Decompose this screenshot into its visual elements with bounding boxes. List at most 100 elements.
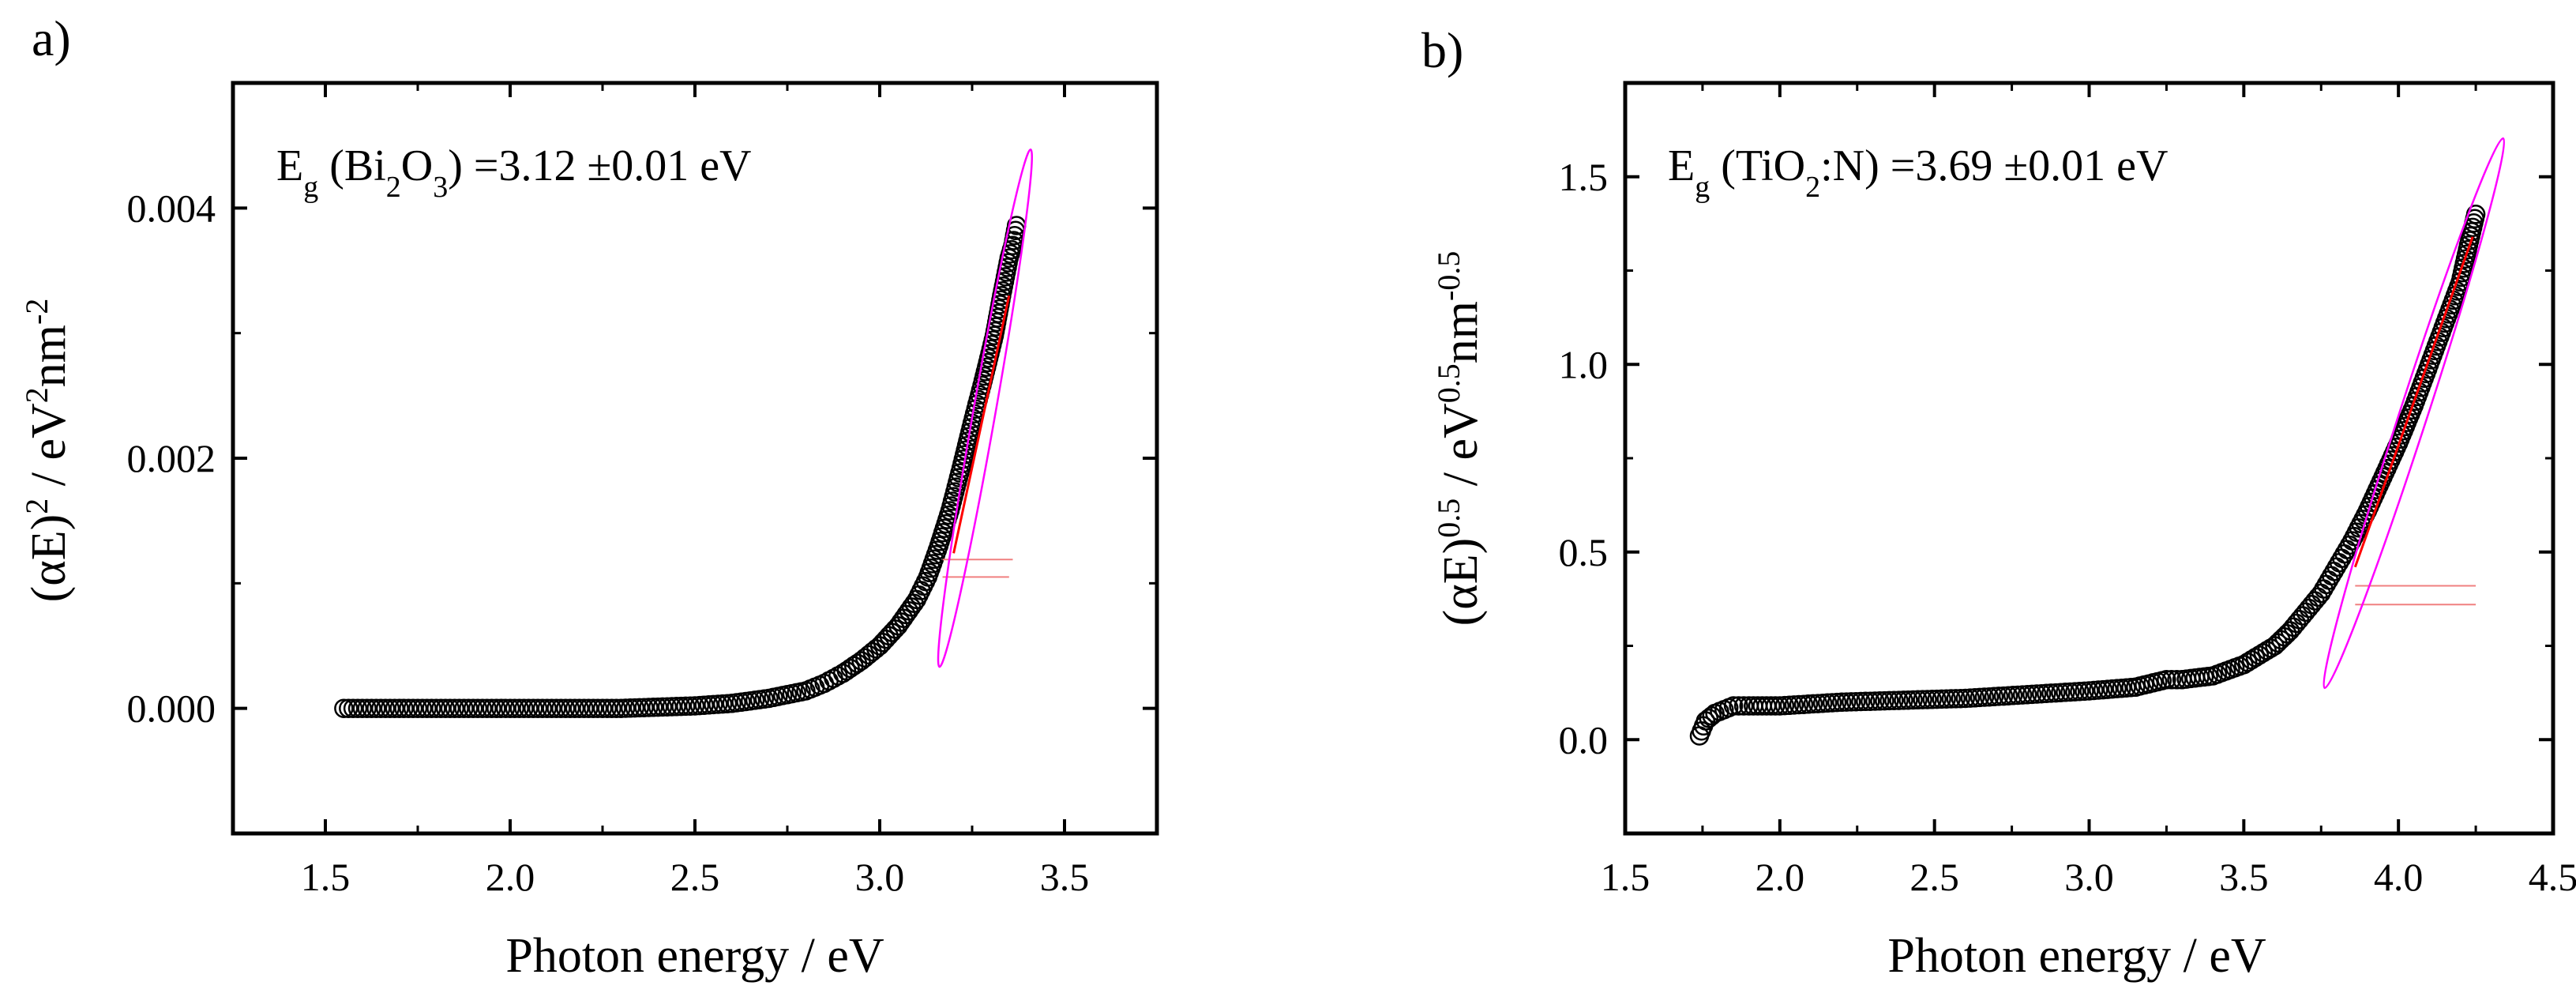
data-point-b [1865, 691, 1885, 711]
data-point-b [1936, 689, 1956, 709]
data-point-a [403, 698, 423, 718]
y-tick-label-b: 1.5 [1559, 155, 1609, 199]
data-point-a [417, 698, 437, 718]
data-point-a [592, 698, 613, 718]
data-point-a [477, 698, 497, 718]
plot-area-b: 1.5 2.0 2.5 3.0 3.5 4.0 4.5 0.0 0.5 1.0 1.5 [1559, 81, 2576, 899]
data-point-a [445, 698, 465, 718]
x-tick-label-a: 2.5 [670, 855, 720, 899]
data-point-a [412, 698, 433, 718]
bandgap-annotation-a: Eg (Bi2O3) =3.12 ±0.01 eV [276, 141, 752, 204]
data-point-a [459, 698, 479, 718]
data-point-b [1917, 690, 1937, 709]
data-point-a [579, 698, 599, 718]
data-point-a [385, 698, 405, 718]
data-point-a [606, 698, 626, 718]
data-point-a [343, 698, 363, 718]
y-tick-label-a: 0.004 [127, 186, 216, 230]
data-point-b [1974, 687, 1995, 707]
panel-b: b) 1.5 2.0 2.5 3.0 3.5 4.0 4.5 0.0 0.5 1.0 1.5 Pho… [1421, 22, 2576, 983]
data-point-b [1841, 692, 1861, 712]
data-point-a [407, 698, 428, 718]
data-point-b [1803, 694, 1823, 714]
data-point-b [1831, 692, 1852, 713]
data-point-a [519, 698, 539, 718]
data-point-a [597, 698, 618, 718]
x-tick-label-a: 3.5 [1040, 855, 1090, 899]
data-point-a [629, 698, 650, 718]
data-point-a [422, 698, 441, 718]
data-point-b [1884, 690, 1904, 710]
data-point-b [1941, 689, 1962, 709]
y-tick-label-b: 1.0 [1559, 342, 1609, 386]
data-point-a [528, 698, 548, 718]
data-point-a [362, 698, 381, 718]
data-point-b [1960, 688, 1981, 708]
panel-b-label: b) [1421, 22, 1463, 78]
data-point-a [565, 698, 585, 718]
data-point-a [472, 698, 493, 718]
data-point-a [560, 698, 580, 718]
data-point-a [667, 697, 686, 717]
x-tick-label-b: 4.0 [2374, 855, 2424, 899]
data-point-b [1789, 694, 1809, 715]
data-point-b [1761, 696, 1781, 716]
data-point-a [509, 698, 529, 718]
data-point-b [1927, 689, 1947, 709]
bandgap-annotation-b: Eg (TiO2:N) =3.69 ±0.01 eV [1668, 141, 2168, 204]
y-tick-label-b: 0.5 [1559, 530, 1609, 574]
x-tick-label-b: 3.5 [2219, 855, 2269, 899]
data-point-b [1861, 691, 1880, 711]
data-point-a [505, 698, 525, 718]
data-point-b [1951, 688, 1971, 709]
data-point-b [2465, 205, 2486, 224]
data-point-a [866, 639, 886, 659]
data-point-a [468, 698, 488, 718]
data-point-a [440, 698, 460, 718]
data-point-a [676, 696, 696, 717]
data-point-a [370, 698, 391, 718]
data-point-a [574, 698, 594, 718]
data-point-a [602, 698, 621, 718]
data-point-b [1879, 690, 1899, 711]
data-point-a [380, 698, 400, 718]
x-tick-label-a: 2.0 [486, 855, 535, 899]
data-point-a [524, 698, 543, 718]
data-point-a [366, 698, 386, 718]
data-point-a [482, 698, 501, 718]
data-point-b [2056, 683, 2075, 702]
data-point-a [449, 698, 469, 718]
plot-area-a: 1.5 2.0 2.5 3.0 3.5 0.000 0.002 0.004 [127, 81, 1159, 899]
x-tick-label-b: 3.0 [2064, 855, 2114, 899]
data-point-b [1729, 696, 1748, 716]
data-point-b [1894, 690, 1913, 710]
data-point-b [2157, 670, 2176, 690]
data-point-b [1774, 695, 1795, 716]
data-point-b [2070, 681, 2090, 702]
x-tick-label-a: 1.5 [301, 855, 351, 899]
data-point-a [339, 698, 359, 718]
panel-a: a) 1.5 2.0 2.5 3.0 3.5 0.000 0.002 0.004 Photon… [19, 10, 1159, 983]
data-point-a [426, 698, 446, 718]
x-tick-label-b: 2.5 [1909, 855, 1959, 899]
x-tick-label-b: 4.5 [2529, 855, 2576, 899]
data-point-a [357, 698, 377, 718]
data-point-b [2012, 685, 2033, 705]
fit-line-b [2353, 236, 2474, 568]
data-point-b [1903, 690, 1923, 710]
data-point-a [532, 698, 553, 718]
data-point-a [394, 698, 414, 718]
y-tick-label-a: 0.002 [127, 436, 216, 480]
data-point-b [1699, 709, 1719, 728]
data-point-b [2026, 684, 2047, 704]
data-point-a [625, 698, 645, 718]
plot-frame-a [231, 81, 1159, 836]
data-point-a [435, 698, 456, 718]
data-point-b [1922, 690, 1942, 709]
data-point-b [1932, 689, 1951, 709]
data-point-b [1733, 696, 1754, 716]
data-point-b [1851, 691, 1871, 712]
data-point-a [569, 698, 589, 718]
y-tick-label-a: 0.000 [127, 687, 216, 731]
